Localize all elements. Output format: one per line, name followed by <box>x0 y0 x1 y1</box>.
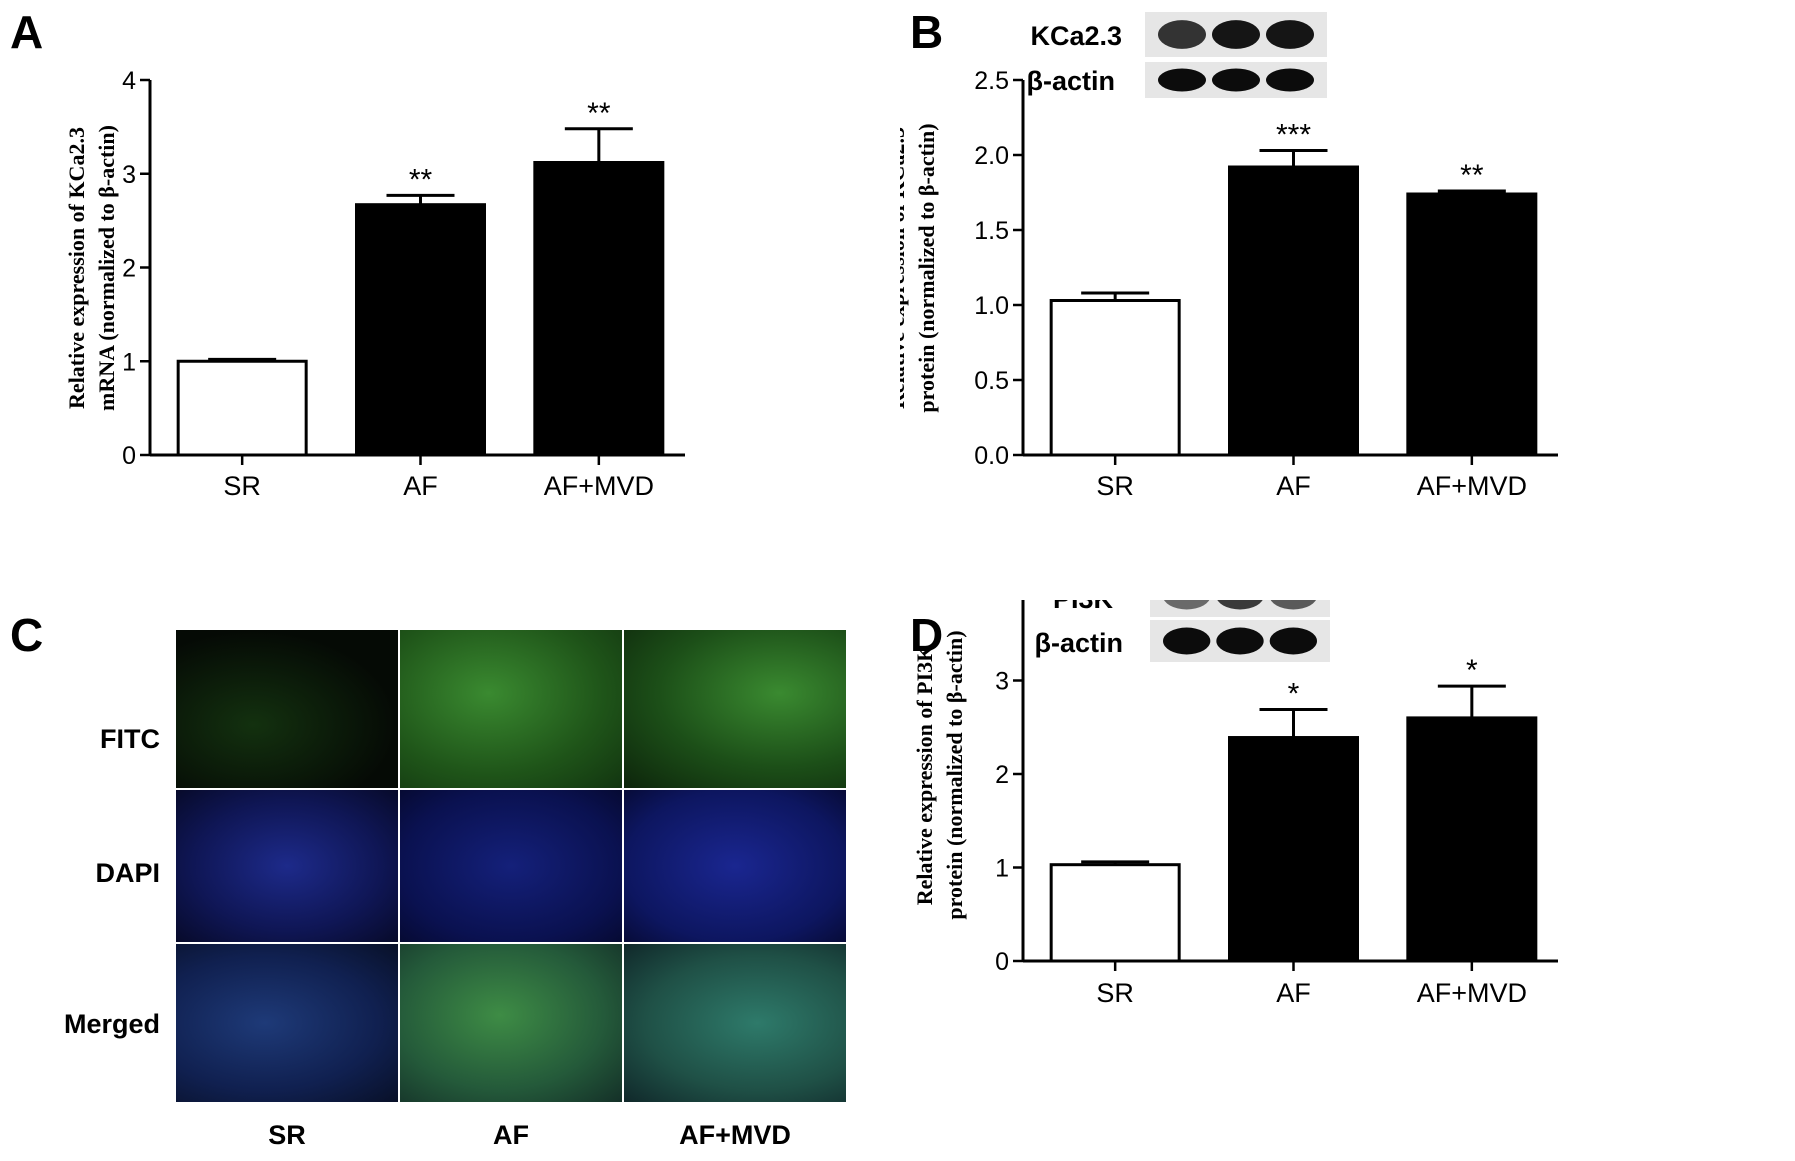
blot-band <box>1266 20 1314 49</box>
blot-band <box>1212 20 1260 49</box>
bar-af <box>1228 736 1359 963</box>
y-tick-label: 0 <box>122 442 136 470</box>
x-tick-label: AF <box>1276 978 1311 1008</box>
blot-control-label: β-actin <box>1027 66 1116 96</box>
column-label-sr: SR <box>268 1120 306 1150</box>
panel-letter-b: B <box>910 6 944 58</box>
micrograph-sr-dapi <box>176 790 398 942</box>
blot-band <box>1158 20 1206 49</box>
x-tick-label: AF+MVD <box>1417 978 1527 1008</box>
micrograph-af-merged <box>400 944 622 1102</box>
y-tick-label: 1.0 <box>974 292 1009 320</box>
micrograph-afmvd-merged <box>624 944 846 1102</box>
y-tick-label: 0 <box>995 948 1009 976</box>
blot-strip <box>1145 12 1327 57</box>
bar-sr <box>176 359 308 457</box>
blot-band <box>1216 627 1264 655</box>
significance-marker: ** <box>1460 159 1484 192</box>
chart-d-pi3k-protein: 0 1 2 3 4 Relative expression of PI3Kprotein … <box>912 600 1558 1008</box>
blot-band <box>1164 600 1210 610</box>
y-axis-label-line1: Relative expression of KCa2.3 <box>900 127 909 409</box>
y-tick-label: 4 <box>122 67 136 95</box>
x-tick-label: AF+MVD <box>544 471 654 501</box>
blot-band <box>1217 600 1263 610</box>
x-tick-label: SR <box>223 471 261 501</box>
chart-d-plot: 0 1 2 3 4 Relative expression of PI3Kprotein … <box>912 600 1558 1008</box>
blot-band <box>1269 627 1317 655</box>
column-label-af: AF <box>493 1120 529 1150</box>
panel-letter-a: A <box>10 6 44 58</box>
bar-af-mvd <box>533 161 665 457</box>
y-tick-label: 2 <box>122 255 136 283</box>
blot-band <box>1163 627 1211 655</box>
y-tick-label: 3 <box>995 668 1009 696</box>
y-tick-label: 1 <box>995 855 1009 883</box>
panel-letter-d: D <box>910 609 944 661</box>
blot-band <box>1270 600 1316 610</box>
micrograph-af-dapi <box>400 790 622 942</box>
y-axis-label-line1: Relative expression of PI3K <box>912 645 937 906</box>
bar-af <box>355 203 486 457</box>
chart-b-kca23-protein: 0.0 0.5 1.0 1.5 2.0 2.5 Relative expression of… <box>900 12 1558 501</box>
micrograph-afmvd-fitc <box>624 630 846 788</box>
bar-sr <box>1049 299 1181 457</box>
x-tick-label: AF <box>403 471 438 501</box>
significance-marker: ** <box>409 163 433 196</box>
y-axis-label-line2: protein (normalized to β-actin) <box>942 630 967 919</box>
blot-band <box>1266 68 1314 92</box>
y-tick-label: 0.5 <box>974 367 1009 395</box>
blot-control-label: β-actin <box>1035 628 1124 658</box>
blot-strip <box>1150 600 1330 617</box>
chart-a-plot: 0 1 2 3 4 Relative expression of KCa2.3 mRNA (… <box>64 67 685 501</box>
x-tick-label: SR <box>1096 471 1134 501</box>
micrograph-sr-merged <box>176 944 398 1102</box>
y-axis-label-line1: Relative expression of KCa2.3 <box>64 127 89 409</box>
bar-sr <box>1049 863 1181 963</box>
bar-af-mvd <box>1406 716 1538 963</box>
y-tick-label: 1 <box>122 348 136 376</box>
blot-band <box>1158 68 1206 92</box>
chart-a-kca23-mrna: 0 1 2 3 4 Relative expression of KCa2.3 mRNA (… <box>64 67 685 501</box>
y-tick-label: 0.0 <box>974 442 1009 470</box>
blot-strip <box>1145 62 1327 98</box>
y-axis-label-line2: mRNA (normalized to β-actin) <box>94 125 119 411</box>
x-tick-label: SR <box>1096 978 1134 1008</box>
panel-letter-c: C <box>10 609 44 661</box>
blot-target-label: PI3K <box>1053 600 1114 614</box>
blot-strip <box>1150 620 1330 662</box>
y-tick-label: 4 <box>995 600 1009 602</box>
x-tick-label: AF <box>1276 471 1311 501</box>
significance-marker: *** <box>1276 119 1311 152</box>
y-tick-label: 2 <box>995 761 1009 789</box>
micrograph-sr-fitc <box>176 630 398 788</box>
row-label-dapi: DAPI <box>95 858 160 888</box>
chart-b-plot: 0.0 0.5 1.0 1.5 2.0 2.5 Relative expression of… <box>900 67 1558 501</box>
bar-af <box>1228 165 1359 457</box>
bar-af-mvd <box>1406 192 1538 457</box>
y-tick-label: 1.5 <box>974 217 1009 245</box>
row-label-merged: Merged <box>63 1009 160 1039</box>
y-tick-label: 2.0 <box>974 142 1009 170</box>
blot-band <box>1212 68 1260 92</box>
y-tick-label: 3 <box>122 161 136 189</box>
micrograph-af-fitc <box>400 630 622 788</box>
x-tick-label: AF+MVD <box>1417 471 1527 501</box>
micrograph-afmvd-dapi <box>624 790 846 942</box>
y-axis-label-line2: protein (normalized to β-actin) <box>914 123 939 412</box>
significance-marker: * <box>1466 654 1478 687</box>
significance-marker: ** <box>587 97 611 130</box>
significance-marker: * <box>1288 677 1300 710</box>
row-label-fitc: FITC <box>100 724 160 754</box>
column-label-afmvd: AF+MVD <box>679 1120 791 1150</box>
y-tick-label: 2.5 <box>974 67 1009 95</box>
blot-target-label: KCa2.3 <box>1030 21 1122 51</box>
